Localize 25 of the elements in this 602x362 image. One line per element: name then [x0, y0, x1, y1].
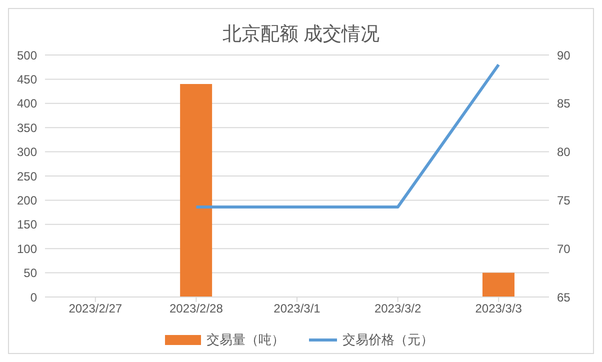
y2-tick-label: 80 — [557, 145, 571, 160]
y2-tick-label: 65 — [557, 290, 571, 304]
legend-label: 交易量（吨） — [206, 331, 284, 349]
y-tick-label: 150 — [16, 218, 38, 232]
y2-tick-label: 90 — [557, 48, 571, 62]
y-tick-label: 100 — [16, 242, 38, 256]
y-tick-label: 50 — [24, 266, 38, 280]
y2-tick-label: 70 — [557, 242, 571, 256]
y-tick-label: 400 — [16, 96, 38, 111]
x-tick-label: 2023/3/1 — [274, 302, 321, 316]
legend-label: 交易价格（元） — [342, 331, 434, 349]
x-tick-label: 2023/2/28 — [170, 302, 224, 316]
y-tick-label: 350 — [16, 120, 38, 135]
chart-title: 北京配额 成交情况 — [221, 23, 381, 45]
y-tick-label: 300 — [16, 145, 38, 160]
y2-tick-label: 85 — [557, 96, 571, 111]
y-tick-label: 0 — [30, 290, 38, 304]
y-tick-label: 250 — [16, 169, 38, 184]
y-tick-label: 500 — [16, 48, 38, 62]
y2-tick-label: 75 — [557, 193, 571, 208]
x-tick-label: 2023/3/3 — [475, 302, 522, 316]
y-tick-label: 450 — [16, 72, 38, 86]
y-tick-label: 200 — [16, 193, 38, 208]
x-tick-label: 2023/3/2 — [374, 302, 422, 316]
x-tick-label: 2023/2/27 — [68, 302, 122, 316]
